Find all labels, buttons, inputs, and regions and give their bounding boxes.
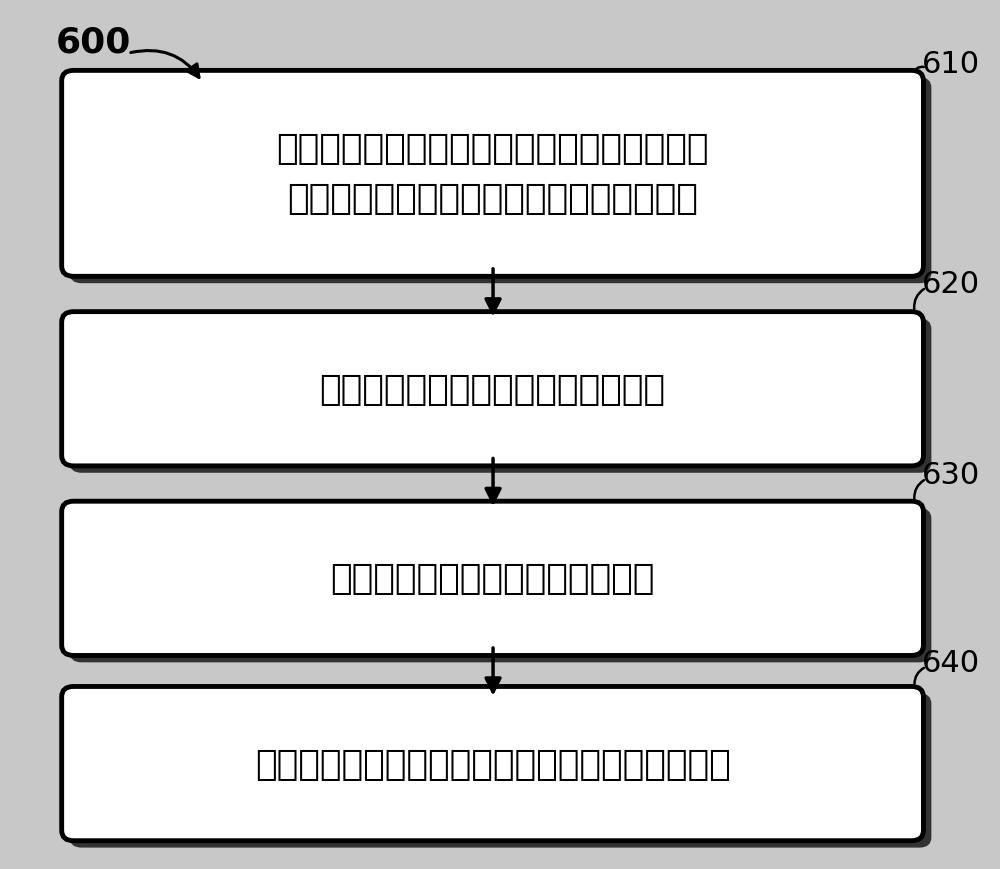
Text: 向第二设备转发该文件系统操作请求: 向第二设备转发该文件系统操作请求 — [320, 372, 666, 407]
Text: 接收用于访问目标数据的文件系统操作请求，
目标数据经过预处理后被存储在第二设备处: 接收用于访问目标数据的文件系统操作请求， 目标数据经过预处理后被存储在第二设备处 — [276, 132, 709, 216]
Text: 640: 640 — [922, 648, 980, 677]
FancyBboxPatch shape — [70, 78, 931, 284]
Text: 从第二设备接收经恢复的目标数据: 从第二设备接收经恢复的目标数据 — [330, 561, 655, 595]
Text: 提供目标数据以作为对该文件系统操作请求的响应: 提供目标数据以作为对该文件系统操作请求的响应 — [255, 746, 730, 780]
Text: 610: 610 — [922, 50, 980, 79]
FancyBboxPatch shape — [62, 71, 923, 277]
FancyBboxPatch shape — [62, 312, 923, 467]
FancyBboxPatch shape — [62, 501, 923, 656]
FancyBboxPatch shape — [70, 508, 931, 662]
Text: 630: 630 — [922, 461, 980, 489]
FancyBboxPatch shape — [70, 693, 931, 847]
FancyBboxPatch shape — [70, 319, 931, 474]
FancyBboxPatch shape — [62, 687, 923, 840]
Text: 600: 600 — [56, 26, 131, 60]
Text: 620: 620 — [922, 269, 980, 298]
